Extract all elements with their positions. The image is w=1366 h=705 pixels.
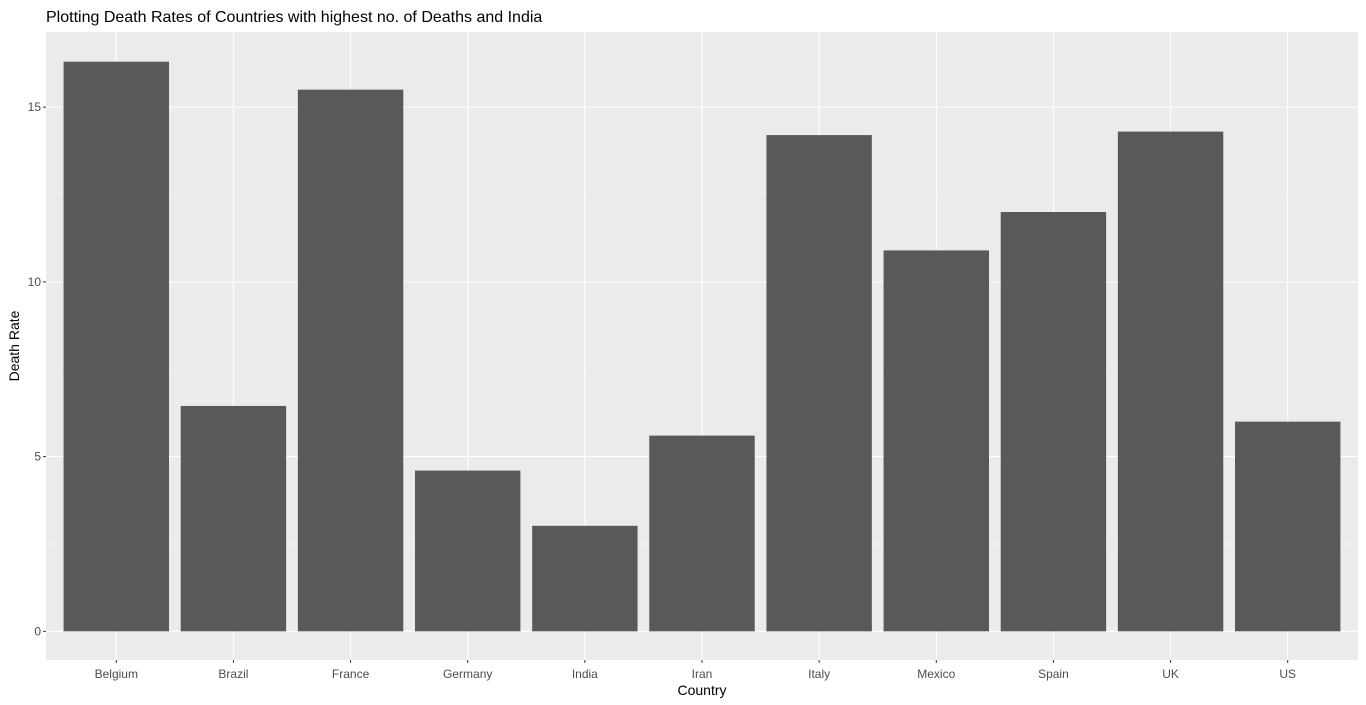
x-axis: Belgium Brazil France Germany India Iran Italy…: [95, 660, 1296, 681]
bar-france: [297, 89, 404, 632]
y-tick-label: 15: [28, 100, 42, 114]
x-tick-label: Spain: [1038, 667, 1069, 681]
x-axis-title: Country: [677, 682, 726, 698]
x-tick-label: Mexico: [917, 667, 955, 681]
bar-italy: [766, 135, 872, 632]
bar-mexico: [883, 250, 989, 632]
bar-spain: [1000, 211, 1107, 632]
bar-brazil: [180, 405, 287, 632]
bar-india: [532, 525, 638, 632]
bars: [63, 61, 1341, 632]
y-axis: 0 5 10 15: [28, 100, 46, 638]
x-tick-label: Iran: [692, 667, 713, 681]
x-tick-label: France: [332, 667, 370, 681]
chart-title: Plotting Death Rates of Countries with h…: [46, 9, 542, 26]
x-tick-label: Brazil: [218, 667, 248, 681]
y-axis-title: Death Rate: [6, 310, 22, 381]
y-tick-label: 0: [34, 624, 41, 638]
bar-us: [1235, 421, 1341, 632]
y-tick-label: 10: [28, 275, 42, 289]
x-tick-label: Germany: [443, 667, 492, 681]
x-tick-label: US: [1279, 667, 1296, 681]
x-tick-label: UK: [1162, 667, 1179, 681]
y-tick-label: 5: [34, 450, 41, 464]
bar-iran: [649, 435, 755, 632]
x-tick-label: India: [572, 667, 598, 681]
x-tick-label: Italy: [808, 667, 830, 681]
bar-belgium: [63, 61, 170, 632]
bar-uk: [1117, 131, 1224, 632]
bar-germany: [415, 470, 521, 632]
x-tick-label: Belgium: [95, 667, 138, 681]
